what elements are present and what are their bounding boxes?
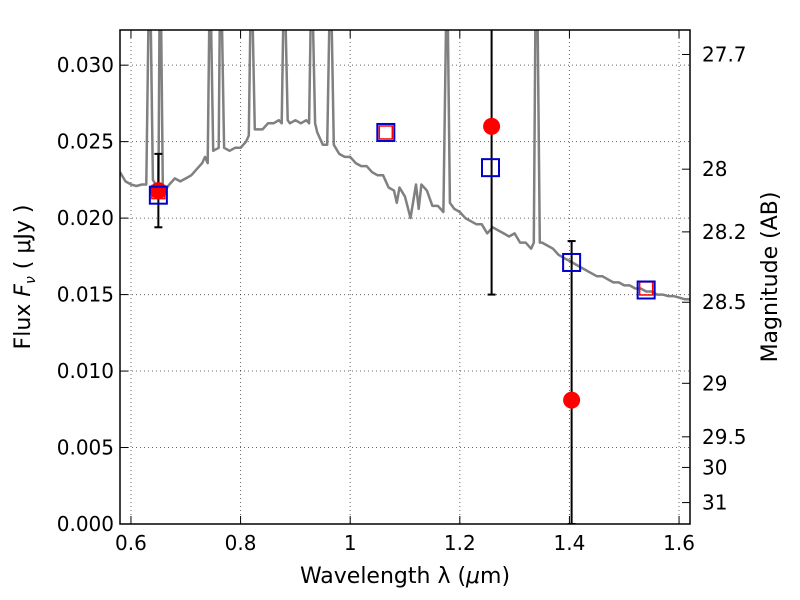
x-tick-label: 0.8	[225, 531, 257, 555]
y-tick-label: 0.005	[57, 436, 114, 460]
model-photometry-marker	[151, 184, 166, 200]
y-tick-label: 0.030	[57, 53, 114, 77]
observed-photometry-marker	[636, 280, 656, 300]
x-tick-label: 1.2	[444, 531, 476, 555]
x-tick-label: 1.4	[554, 531, 586, 555]
x-axis-label: Wavelength λ (μm)	[300, 564, 510, 589]
magnitude-tick-label: 30	[702, 455, 727, 479]
observed-photometry-marker	[376, 122, 396, 142]
detection-point	[563, 391, 581, 409]
x-tick-label: 1	[344, 531, 357, 555]
y-tick-label: 0.010	[57, 359, 114, 383]
observed-photometry-marker	[148, 185, 168, 205]
observed-photometry-marker	[481, 158, 500, 178]
x-tick-label: 0.6	[115, 531, 147, 555]
plot-area	[120, 30, 690, 524]
magnitude-tick-label: 27.7	[702, 42, 747, 66]
y-tick-label: 0.015	[57, 283, 114, 307]
model-photometry-marker	[378, 125, 394, 140]
magnitude-tick-label: 29	[702, 371, 727, 395]
model-spectrum-line	[120, 30, 690, 301]
plot-frame	[119, 29, 691, 525]
y-axis-label: Flux Fν ( μJy )	[11, 205, 39, 350]
y-tick-label: 0.025	[57, 130, 114, 154]
y-tick-label: 0.020	[57, 206, 114, 230]
magnitude-tick-label: 28	[702, 157, 727, 181]
y-tick-label: 0.000	[57, 512, 114, 536]
detection-point	[483, 117, 501, 135]
x-tick-label: 1.6	[663, 531, 695, 555]
magnitude-tick-label: 28.5	[702, 290, 747, 314]
magnitude-tick-label: 29.5	[702, 425, 747, 449]
y2-axis-label: Magnitude (AB)	[758, 192, 783, 363]
axes: 0.6 0.8 1 1.2 1.4 1.6 0.000 0.005 0.010 0.015 0.02…	[57, 30, 747, 555]
magnitude-tick-label: 28.2	[702, 220, 747, 244]
magnitude-tick-label: 31	[702, 491, 727, 515]
observed-photometry-marker	[562, 252, 582, 272]
